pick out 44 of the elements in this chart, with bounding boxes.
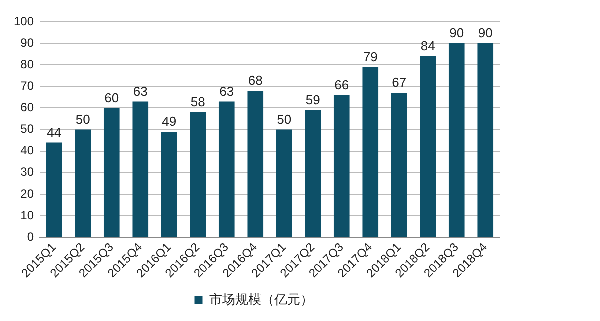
- y-tick-label: 80: [20, 57, 34, 72]
- y-tick-label: 90: [20, 36, 34, 50]
- y-tick-label: 0: [27, 230, 34, 244]
- y-tick-label: 10: [20, 208, 34, 222]
- data-label: 68: [248, 73, 263, 88]
- data-label: 59: [306, 92, 320, 108]
- y-tick-label: 100: [14, 14, 34, 28]
- data-label: 67: [392, 75, 407, 90]
- bar: [276, 130, 292, 238]
- bar: [448, 44, 465, 238]
- y-tick-label: 40: [20, 144, 34, 158]
- bar: [161, 132, 178, 238]
- data-label: 90: [478, 26, 493, 41]
- data-label: 63: [220, 84, 234, 99]
- y-tick-label: 50: [20, 122, 34, 136]
- bar: [420, 56, 436, 238]
- data-label: 63: [133, 84, 148, 99]
- bar: [305, 110, 322, 238]
- data-label: 50: [277, 112, 292, 127]
- bar: [75, 130, 92, 238]
- data-label: 58: [190, 94, 206, 110]
- bar: [218, 102, 235, 238]
- bar: [104, 108, 120, 238]
- bar: [391, 93, 408, 238]
- bar: [46, 142, 62, 238]
- bar: [334, 95, 350, 238]
- data-label: 84: [420, 38, 436, 54]
- y-tick-label: 20: [20, 186, 34, 201]
- bar: [190, 112, 206, 238]
- bar: [248, 91, 264, 238]
- y-tick-label: 70: [20, 79, 34, 93]
- data-label: 66: [334, 77, 350, 92]
- data-label: 79: [363, 49, 378, 64]
- data-label: 50: [76, 112, 90, 127]
- y-tick-label: 60: [20, 100, 34, 115]
- bar: [362, 67, 379, 238]
- bar: [132, 102, 149, 238]
- data-label: 49: [162, 114, 177, 130]
- data-label: 90: [450, 26, 464, 41]
- y-tick-label: 30: [20, 165, 34, 180]
- data-label: 60: [104, 90, 120, 106]
- legend-label: 市场规模（亿元）: [209, 292, 314, 308]
- bar: [478, 44, 494, 238]
- data-label: 44: [47, 124, 62, 140]
